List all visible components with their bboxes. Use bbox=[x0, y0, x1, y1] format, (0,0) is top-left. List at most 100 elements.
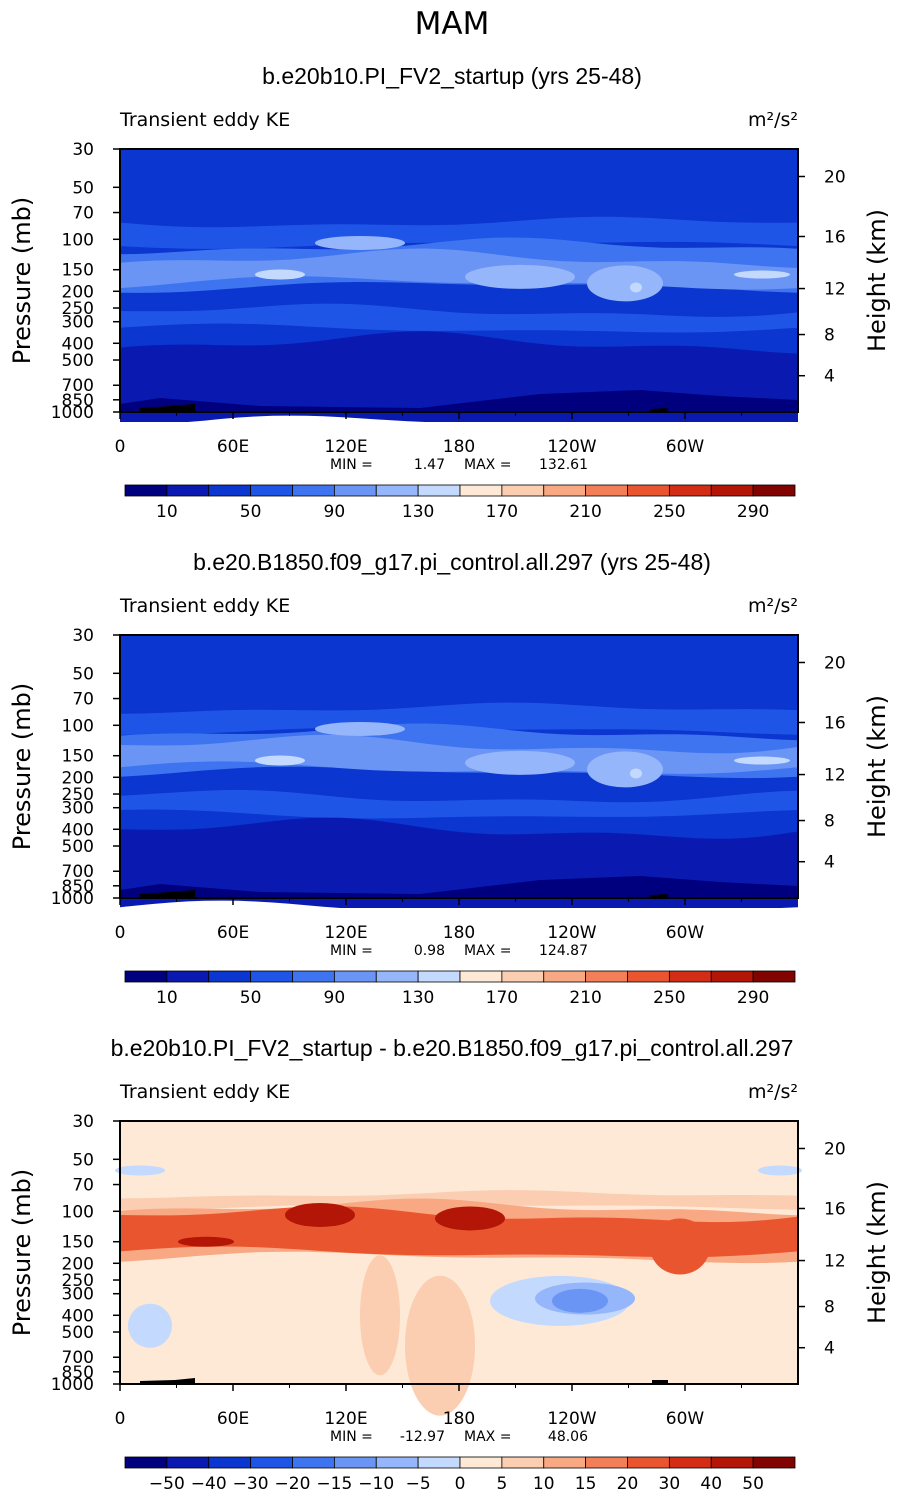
longitude-tick-label: 120W bbox=[547, 1409, 596, 1429]
pressure-tick-label: 30 bbox=[72, 626, 94, 646]
colorbar-swatch bbox=[375, 1456, 419, 1469]
pressure-tick-label: 200 bbox=[62, 768, 94, 788]
panel-2: b.e20.B1850.f09_g17.pi_control.all.297 (… bbox=[8, 549, 891, 1008]
colorbar-label: 290 bbox=[737, 988, 769, 1008]
colorbar-swatch bbox=[208, 484, 252, 497]
pressure-tick-label: 150 bbox=[62, 747, 94, 767]
max-value: 124.87 bbox=[539, 943, 588, 959]
contour-blob bbox=[115, 1165, 165, 1176]
height-tick-label: 12 bbox=[824, 1252, 846, 1272]
colorbar-label: 130 bbox=[402, 988, 434, 1008]
pressure-tick-label: 700 bbox=[62, 862, 94, 882]
height-tick-label: 20 bbox=[824, 653, 846, 673]
height-tick-label: 12 bbox=[824, 280, 846, 300]
colorbar-swatch bbox=[668, 484, 712, 497]
colorbar-label: 40 bbox=[700, 1474, 722, 1493]
longitude-tick-label: 120E bbox=[324, 1409, 367, 1429]
pressure-tick-label: 300 bbox=[62, 799, 94, 819]
colorbar-swatch bbox=[124, 970, 168, 983]
height-tick-label: 20 bbox=[824, 1139, 846, 1159]
pressure-tick-label: 30 bbox=[72, 1112, 94, 1132]
panel-1: b.e20b10.PI_FV2_startup (yrs 25-48) Trans… bbox=[8, 63, 891, 522]
pressure-tick-label: 300 bbox=[62, 313, 94, 333]
longitude-tick-label: 0 bbox=[115, 923, 126, 943]
contour-blob bbox=[587, 751, 663, 788]
colorbar-swatch bbox=[752, 970, 796, 983]
variable-label: Transient eddy KE bbox=[119, 1081, 290, 1103]
height-axis-title: Height (km) bbox=[863, 1181, 891, 1324]
height-axis-title: Height (km) bbox=[863, 695, 891, 838]
min-label: MIN = bbox=[330, 457, 373, 473]
pressure-tick-label: 1000 bbox=[51, 403, 94, 423]
contour-blob bbox=[630, 282, 642, 293]
pressure-tick-label: 500 bbox=[62, 837, 94, 857]
colorbar-swatch bbox=[417, 484, 461, 497]
contour-blob bbox=[734, 756, 790, 765]
pressure-tick-label: 500 bbox=[62, 351, 94, 371]
colorbar-label: 90 bbox=[324, 502, 346, 522]
pressure-tick-label: 1000 bbox=[51, 889, 94, 909]
pressure-tick-label: 500 bbox=[62, 1323, 94, 1343]
colorbar-label: 250 bbox=[653, 988, 685, 1008]
pressure-tick-label: 150 bbox=[62, 1233, 94, 1253]
colorbar-swatch bbox=[250, 1456, 293, 1469]
pressure-tick-label: 50 bbox=[72, 178, 94, 198]
min-value: -12.97 bbox=[400, 1429, 445, 1445]
colorbar: 10 50 90 130 170 210 250 290 bbox=[124, 970, 796, 1008]
colorbar-label: 10 bbox=[533, 1474, 555, 1493]
panel-3: b.e20b10.PI_FV2_startup - b.e20.B1850.f0… bbox=[8, 1035, 891, 1493]
colorbar-swatch bbox=[627, 484, 670, 497]
contour-blob bbox=[178, 1236, 234, 1247]
pressure-tick-label: 700 bbox=[62, 1348, 94, 1368]
pressure-tick-label: 100 bbox=[62, 716, 94, 736]
colorbar-label: 5 bbox=[496, 1474, 507, 1493]
contour-blob bbox=[315, 721, 405, 736]
panel-title: b.e20b10.PI_FV2_startup - b.e20.B1850.f0… bbox=[111, 1035, 794, 1061]
contour-blob bbox=[552, 1288, 608, 1313]
units-label: m²/s² bbox=[748, 109, 798, 131]
pressure-tick-label: 50 bbox=[72, 664, 94, 684]
colorbar-swatch bbox=[710, 970, 754, 983]
colorbar-swatch bbox=[166, 484, 210, 497]
units-label: m²/s² bbox=[748, 1081, 798, 1103]
colorbar-swatch bbox=[124, 1456, 168, 1469]
height-tick-label: 16 bbox=[824, 713, 846, 733]
pressure-tick-label: 1000 bbox=[51, 1375, 94, 1395]
colorbar-label: 15 bbox=[575, 1474, 597, 1493]
colorbar: 10 50 90 130 170 210 250 290 bbox=[124, 484, 796, 522]
colorbar-label: 50 bbox=[240, 988, 262, 1008]
colorbar: −50 −40 −30 −20 −15 −10 −5 0 5 10 15 20 30 40 50 bbox=[124, 1456, 796, 1493]
longitude-tick-label: 60W bbox=[666, 1409, 705, 1429]
colorbar-swatch bbox=[585, 970, 628, 983]
pressure-tick-label: 200 bbox=[62, 1254, 94, 1274]
units-label: m²/s² bbox=[748, 595, 798, 617]
colorbar-label: 170 bbox=[486, 502, 518, 522]
panel-title: b.e20.B1850.f09_g17.pi_control.all.297 (… bbox=[193, 549, 711, 575]
pressure-tick-label: 850 bbox=[62, 1363, 94, 1383]
colorbar-label: 130 bbox=[402, 502, 434, 522]
colorbar-swatch bbox=[585, 1456, 628, 1469]
colorbar-swatch bbox=[375, 484, 419, 497]
min-label: MIN = bbox=[330, 943, 373, 959]
colorbar-label: 30 bbox=[659, 1474, 681, 1493]
longitude-tick-label: 120W bbox=[547, 923, 596, 943]
contour-blob bbox=[128, 1303, 172, 1348]
min-label: MIN = bbox=[330, 1429, 373, 1445]
contour-blob bbox=[255, 755, 305, 766]
longitude-tick-label: 180 bbox=[443, 1409, 475, 1429]
contour-field bbox=[115, 1121, 802, 1416]
min-value: 1.47 bbox=[414, 457, 445, 473]
longitude-tick-label: 60W bbox=[666, 437, 705, 457]
contour-blob bbox=[650, 1218, 710, 1275]
colorbar-swatch bbox=[710, 1456, 754, 1469]
colorbar-label: 50 bbox=[742, 1474, 764, 1493]
pressure-tick-label: 250 bbox=[62, 785, 94, 805]
colorbar-swatch bbox=[543, 484, 587, 497]
contour-blob bbox=[465, 264, 575, 289]
colorbar-swatch bbox=[292, 484, 335, 497]
colorbar-label: 20 bbox=[617, 1474, 639, 1493]
height-tick-label: 16 bbox=[824, 1199, 846, 1219]
height-tick-label: 4 bbox=[824, 853, 835, 873]
colorbar-label: −10 bbox=[358, 1474, 394, 1493]
